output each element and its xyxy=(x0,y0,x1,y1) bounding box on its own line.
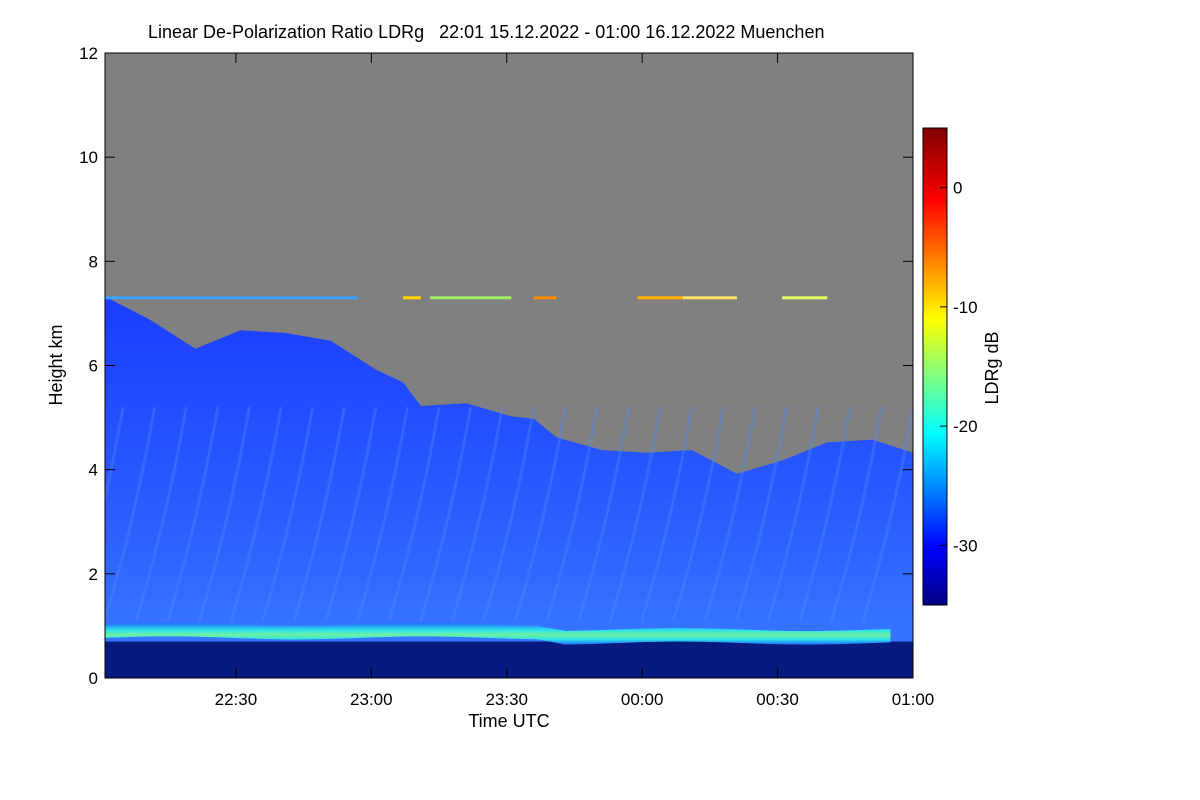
colorbar-axis: 0 -10 -20 -30 xyxy=(940,179,978,555)
near-surface-region xyxy=(105,641,913,678)
fall-streak xyxy=(735,406,789,622)
fall-streak xyxy=(861,406,913,622)
fall-streak xyxy=(292,406,346,622)
fall-streak xyxy=(261,406,315,622)
thin-layer-segment xyxy=(430,296,512,300)
fall-streak xyxy=(766,406,820,622)
fall-streak xyxy=(198,406,251,622)
y-axis: 0 2 4 6 8 10 12 xyxy=(79,44,913,688)
fall-streak xyxy=(105,406,125,506)
fall-streak xyxy=(450,406,504,622)
thin-layer-segment xyxy=(105,296,358,300)
thin-layer-7km xyxy=(105,296,828,300)
cloud-region xyxy=(105,296,913,678)
fall-streak xyxy=(134,406,188,622)
x-axis-title: Time UTC xyxy=(468,711,549,731)
fall-streak xyxy=(577,406,631,622)
fall-streak xyxy=(703,406,757,622)
colorbar-title: LDRg dB xyxy=(982,331,1002,404)
thin-layer-segment xyxy=(637,296,683,300)
colorbar-tick-label: -20 xyxy=(953,417,978,436)
y-tick-label: 0 xyxy=(89,669,98,688)
x-tick-label: 00:30 xyxy=(756,690,799,709)
fall-streak xyxy=(166,406,220,622)
fall-streak xyxy=(513,406,567,622)
thin-layer-segment xyxy=(533,296,557,300)
y-tick-label: 4 xyxy=(89,461,98,480)
fall-streak xyxy=(105,406,157,622)
chart-title: Linear De-Polarization Ratio LDRg 22:01 … xyxy=(148,22,825,42)
colorbar-tick-label: 0 xyxy=(953,179,962,198)
fall-streak xyxy=(545,406,599,622)
x-tick-label: 23:00 xyxy=(350,690,393,709)
colorbar xyxy=(922,127,948,606)
fall-streak xyxy=(482,406,536,622)
x-axis: 22:30 23:00 23:30 00:00 00:30 01:00 xyxy=(215,53,935,709)
y-tick-label: 2 xyxy=(89,565,98,584)
fall-streak xyxy=(640,406,694,622)
colorbar-tick-label: -30 xyxy=(953,536,978,555)
y-axis-title: Height km xyxy=(46,324,66,405)
y-tick-label: 8 xyxy=(89,252,98,271)
y-tick-label: 12 xyxy=(79,44,98,63)
fall-streak xyxy=(829,406,883,622)
x-tick-label: 23:30 xyxy=(485,690,528,709)
colorbar-tick-label: -10 xyxy=(953,298,978,317)
fall-streak xyxy=(356,406,409,622)
x-tick-label: 01:00 xyxy=(892,690,935,709)
fall-streak xyxy=(419,406,473,622)
fall-streak xyxy=(671,406,725,622)
fall-streak xyxy=(798,406,852,622)
x-tick-label: 22:30 xyxy=(215,690,258,709)
y-tick-label: 10 xyxy=(79,148,98,167)
thin-layer-segment xyxy=(782,296,828,300)
fall-streaks xyxy=(105,406,913,622)
boundary-layer-band xyxy=(105,622,891,645)
x-tick-label: 00:00 xyxy=(621,690,664,709)
thin-layer-segment xyxy=(402,296,421,300)
fall-streak xyxy=(324,406,378,622)
y-tick-label: 6 xyxy=(89,357,98,376)
fall-streak xyxy=(387,406,441,622)
fall-streak xyxy=(229,406,283,622)
thin-layer-segment xyxy=(682,296,737,300)
fall-streak xyxy=(608,406,662,622)
